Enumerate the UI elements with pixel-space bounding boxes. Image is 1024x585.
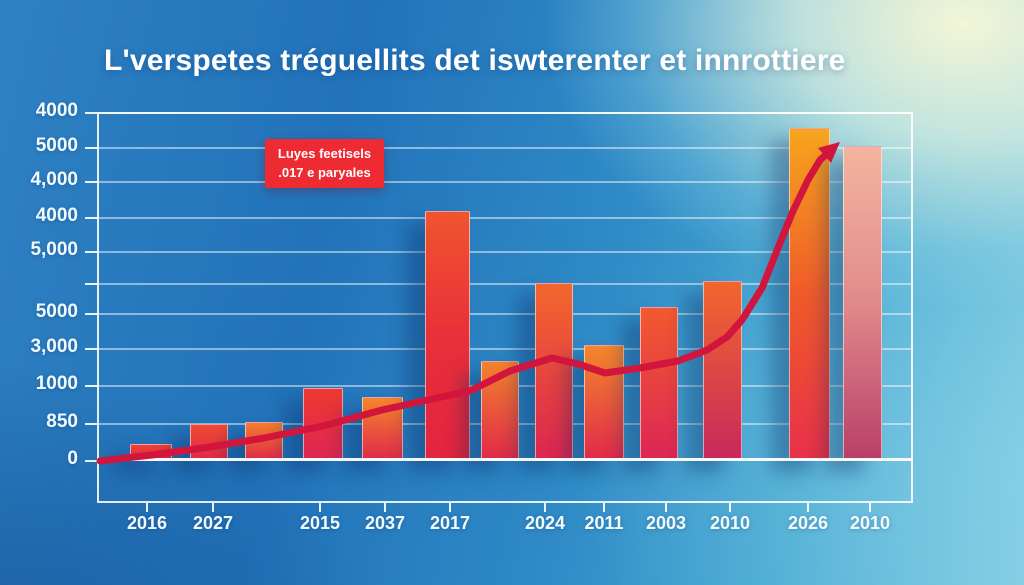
- x-axis-tick: [807, 503, 809, 512]
- y-axis-label: 5000: [35, 301, 78, 322]
- y-axis-tick: [85, 251, 97, 253]
- zero-baseline: [97, 458, 913, 461]
- x-axis-tick: [869, 503, 871, 512]
- x-axis-label: 2024: [524, 513, 566, 533]
- gridline: [97, 147, 913, 149]
- legend-box: Luyes feetisels .017 e paryales: [265, 139, 384, 188]
- y-axis-tick: [85, 423, 97, 425]
- y-axis-label: 1000: [35, 373, 78, 394]
- x-axis-tick: [319, 503, 321, 512]
- y-axis-label: 3,000: [30, 336, 78, 357]
- y-axis-label: 0: [67, 448, 78, 469]
- y-axis-tick: [85, 348, 97, 350]
- x-axis-tick: [146, 503, 148, 512]
- y-axis-label: 5,000: [30, 239, 78, 260]
- y-axis-tick: [85, 112, 97, 114]
- y-axis-label: 5000: [35, 135, 78, 156]
- x-axis-label: 2010: [709, 513, 751, 533]
- x-axis-tick: [449, 503, 451, 512]
- y-axis-tick: [85, 283, 97, 285]
- y-axis-tick: [85, 385, 97, 387]
- y-axis-label: 4000: [35, 100, 78, 121]
- y-axis-tick: [85, 217, 97, 219]
- y-axis-tick: [85, 460, 97, 462]
- x-axis-label: 2015: [299, 513, 341, 533]
- x-axis-tick: [603, 503, 605, 512]
- x-axis-tick: [384, 503, 386, 512]
- y-axis-tick: [85, 313, 97, 315]
- chart-title: L'verspetes tréguellits det iswterenter …: [104, 44, 846, 77]
- x-axis-tick: [729, 503, 731, 512]
- x-axis-label: 2016: [126, 513, 168, 533]
- x-axis-label: 2010: [849, 513, 891, 533]
- x-axis-tick: [665, 503, 667, 512]
- x-axis-label: 2017: [429, 513, 471, 533]
- legend-line1: Luyes feetisels: [277, 146, 372, 162]
- y-axis-label: 850: [46, 411, 78, 432]
- bar: [843, 146, 882, 460]
- y-axis-tick: [85, 181, 97, 183]
- x-axis-tick: [544, 503, 546, 512]
- y-axis-tick: [85, 147, 97, 149]
- legend-line2: .017 e paryales: [278, 164, 371, 180]
- y-axis-label: 4,000: [30, 169, 78, 190]
- x-axis-label: 2027: [192, 513, 234, 533]
- x-axis-label: 2026: [787, 513, 829, 533]
- x-axis-label: 2003: [645, 513, 687, 533]
- x-axis-tick: [212, 503, 214, 512]
- x-axis-label: 2037: [364, 513, 406, 533]
- x-axis-label: 2011: [584, 513, 624, 533]
- plot-frame: [97, 112, 913, 503]
- y-axis-label: 4000: [35, 205, 78, 226]
